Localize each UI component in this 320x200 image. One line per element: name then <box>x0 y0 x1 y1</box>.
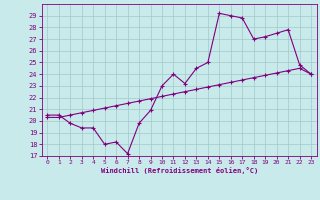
X-axis label: Windchill (Refroidissement éolien,°C): Windchill (Refroidissement éolien,°C) <box>100 167 258 174</box>
